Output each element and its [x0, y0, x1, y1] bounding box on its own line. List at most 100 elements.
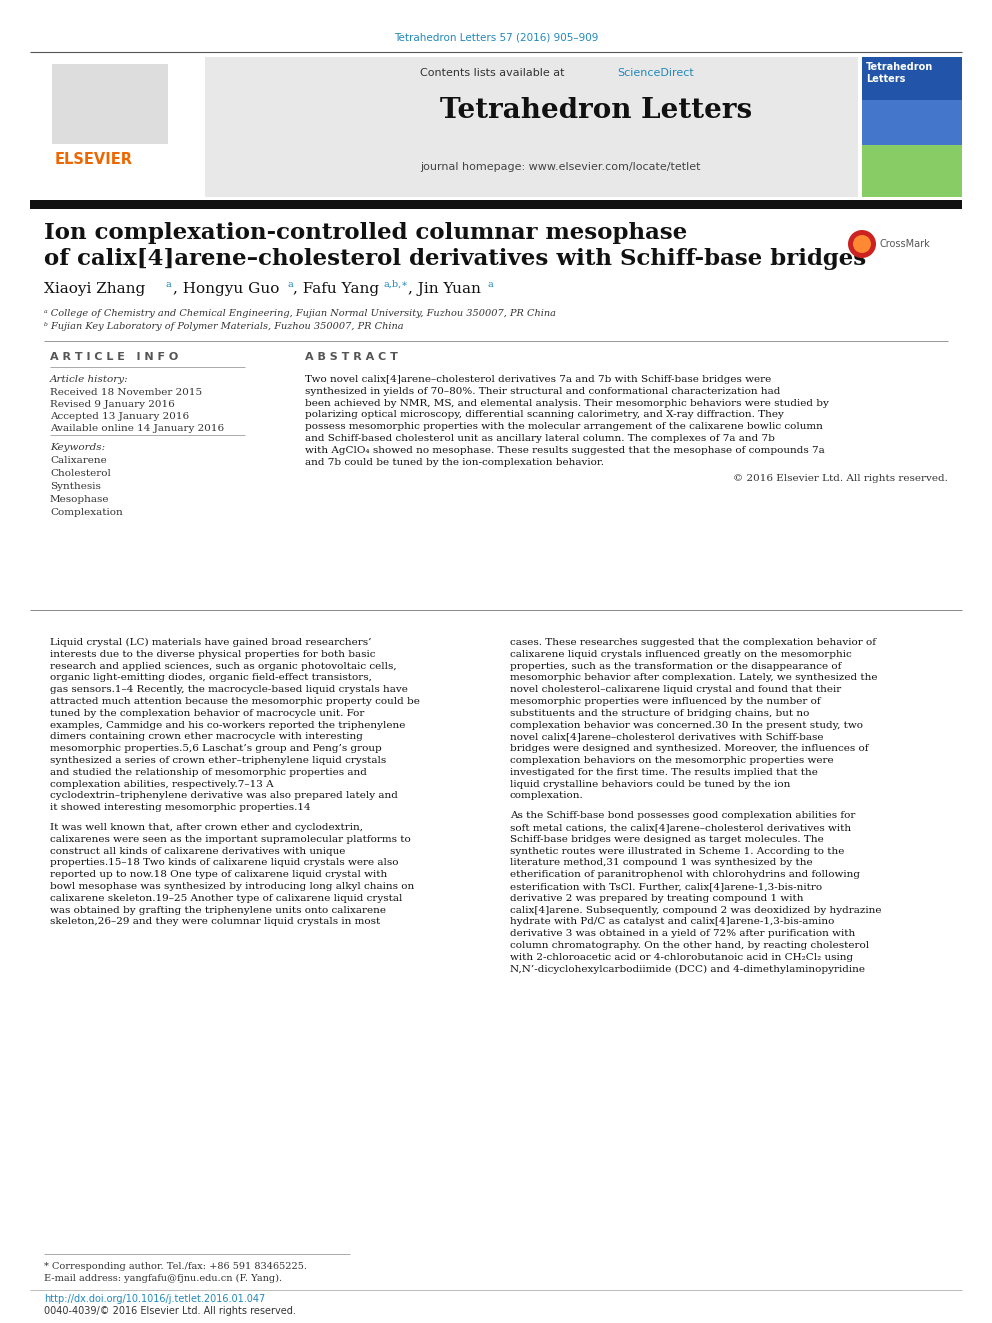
Text: Liquid crystal (LC) materials have gained broad researchers’: Liquid crystal (LC) materials have gaine… — [50, 638, 371, 647]
Text: ᵃ College of Chemistry and Chemical Engineering, Fujian Normal University, Fuzho: ᵃ College of Chemistry and Chemical Engi… — [44, 310, 556, 318]
Text: a: a — [166, 280, 172, 288]
Text: liquid crystalline behaviors could be tuned by the ion: liquid crystalline behaviors could be tu… — [510, 779, 791, 789]
Text: a: a — [487, 280, 493, 288]
Text: Mesophase: Mesophase — [50, 495, 109, 504]
Text: Received 18 November 2015: Received 18 November 2015 — [50, 388, 202, 397]
Text: A R T I C L E   I N F O: A R T I C L E I N F O — [50, 352, 179, 363]
Text: , Jin Yuan: , Jin Yuan — [408, 282, 481, 296]
Text: organic light-emitting diodes, organic field-effect transistors,: organic light-emitting diodes, organic f… — [50, 673, 372, 683]
Text: Complexation: Complexation — [50, 508, 123, 517]
Text: been achieved by NMR, MS, and elemental analysis. Their mesomorphic behaviors we: been achieved by NMR, MS, and elemental … — [305, 398, 829, 407]
Text: Accepted 13 January 2016: Accepted 13 January 2016 — [50, 411, 189, 421]
Text: Two novel calix[4]arene–cholesterol derivatives 7a and 7b with Schiff-base bridg: Two novel calix[4]arene–cholesterol deri… — [305, 374, 771, 384]
Text: mesomorphic behavior after complexation. Lately, we synthesized the: mesomorphic behavior after complexation.… — [510, 673, 878, 683]
Text: calixarenes were seen as the important supramolecular platforms to: calixarenes were seen as the important s… — [50, 835, 411, 844]
Bar — [30, 57, 202, 197]
Text: mesomorphic properties were influenced by the number of: mesomorphic properties were influenced b… — [510, 697, 820, 706]
Text: derivative 3 was obtained in a yield of 72% after purification with: derivative 3 was obtained in a yield of … — [510, 929, 855, 938]
Text: literature method,31 compound 1 was synthesized by the: literature method,31 compound 1 was synt… — [510, 859, 812, 868]
Text: etherification of paranitrophenol with chlorohydrins and following: etherification of paranitrophenol with c… — [510, 871, 860, 880]
Text: with AgClO₄ showed no mesophase. These results suggested that the mesophase of c: with AgClO₄ showed no mesophase. These r… — [305, 446, 824, 455]
Bar — [30, 200, 962, 209]
Text: Schiff-base bridges were designed as target molecules. The: Schiff-base bridges were designed as tar… — [510, 835, 823, 844]
Text: Available online 14 January 2016: Available online 14 January 2016 — [50, 423, 224, 433]
Text: Xiaoyi Zhang: Xiaoyi Zhang — [44, 282, 145, 296]
Text: CrossMark: CrossMark — [880, 239, 930, 249]
Circle shape — [853, 235, 871, 253]
Text: reported up to now.18 One type of calixarene liquid crystal with: reported up to now.18 One type of calixa… — [50, 871, 387, 880]
Text: research and applied sciences, such as organic photovoltaic cells,: research and applied sciences, such as o… — [50, 662, 397, 671]
Bar — [862, 57, 962, 197]
Text: and Schiff-based cholesterol unit as ancillary lateral column. The complexes of : and Schiff-based cholesterol unit as anc… — [305, 434, 775, 443]
Text: A B S T R A C T: A B S T R A C T — [305, 352, 398, 363]
Text: complexation behavior was concerned.30 In the present study, two: complexation behavior was concerned.30 I… — [510, 721, 863, 729]
Text: * Corresponding author. Tel./fax: +86 591 83465225.: * Corresponding author. Tel./fax: +86 59… — [44, 1262, 307, 1271]
Text: properties, such as the transformation or the disappearance of: properties, such as the transformation o… — [510, 662, 841, 671]
Text: Revised 9 January 2016: Revised 9 January 2016 — [50, 400, 175, 409]
Bar — [862, 146, 962, 197]
Text: skeleton,26–29 and they were columnar liquid crystals in most: skeleton,26–29 and they were columnar li… — [50, 917, 380, 926]
Text: journal homepage: www.elsevier.com/locate/tetlet: journal homepage: www.elsevier.com/locat… — [420, 161, 700, 172]
Circle shape — [848, 230, 876, 258]
Text: substituents and the structure of bridging chains, but no: substituents and the structure of bridgi… — [510, 709, 809, 718]
Text: and 7b could be tuned by the ion-complexation behavior.: and 7b could be tuned by the ion-complex… — [305, 458, 604, 467]
Text: Letters: Letters — [866, 74, 906, 83]
Text: Keywords:: Keywords: — [50, 443, 105, 452]
Text: Ion complexation-controlled columnar mesophase: Ion complexation-controlled columnar mes… — [44, 222, 687, 243]
Text: soft metal cations, the calix[4]arene–cholesterol derivatives with: soft metal cations, the calix[4]arene–ch… — [510, 823, 851, 832]
Text: Tetrahedron Letters: Tetrahedron Letters — [440, 97, 752, 124]
Text: novel calix[4]arene–cholesterol derivatives with Schiff-base: novel calix[4]arene–cholesterol derivati… — [510, 733, 823, 741]
Text: cyclodextrin–triphenylene derivative was also prepared lately and: cyclodextrin–triphenylene derivative was… — [50, 791, 398, 800]
Text: E-mail address: yangfafu@fjnu.edu.cn (F. Yang).: E-mail address: yangfafu@fjnu.edu.cn (F.… — [44, 1274, 282, 1283]
Text: Tetrahedron: Tetrahedron — [866, 62, 933, 71]
Text: was obtained by grafting the triphenylene units onto calixarene: was obtained by grafting the triphenylen… — [50, 906, 386, 914]
Text: a,b,∗: a,b,∗ — [383, 280, 408, 288]
Text: a: a — [287, 280, 293, 288]
Text: complexation abilities, respectively.7–13 A: complexation abilities, respectively.7–1… — [50, 779, 274, 789]
Text: column chromatography. On the other hand, by reacting cholesterol: column chromatography. On the other hand… — [510, 941, 869, 950]
Text: ELSEVIER: ELSEVIER — [55, 152, 133, 167]
Text: © 2016 Elsevier Ltd. All rights reserved.: © 2016 Elsevier Ltd. All rights reserved… — [733, 475, 948, 483]
Text: Tetrahedron Letters 57 (2016) 905–909: Tetrahedron Letters 57 (2016) 905–909 — [394, 33, 598, 44]
Text: ᵇ Fujian Key Laboratory of Polymer Materials, Fuzhou 350007, PR China: ᵇ Fujian Key Laboratory of Polymer Mater… — [44, 321, 404, 331]
Text: Contents lists available at: Contents lists available at — [420, 67, 568, 78]
Bar — [205, 57, 858, 197]
Text: esterification with TsCl. Further, calix[4]arene-1,3-bis-nitro: esterification with TsCl. Further, calix… — [510, 882, 822, 890]
Text: N,N’-dicyclohexylcarbodiimide (DCC) and 4-dimethylaminopyridine: N,N’-dicyclohexylcarbodiimide (DCC) and … — [510, 964, 865, 974]
Text: derivative 2 was prepared by treating compound 1 with: derivative 2 was prepared by treating co… — [510, 894, 804, 902]
Text: http://dx.doi.org/10.1016/j.tetlet.2016.01.047: http://dx.doi.org/10.1016/j.tetlet.2016.… — [44, 1294, 265, 1304]
Text: investigated for the first time. The results implied that the: investigated for the first time. The res… — [510, 767, 817, 777]
Text: tuned by the complexation behavior of macrocycle unit. For: tuned by the complexation behavior of ma… — [50, 709, 364, 718]
Text: gas sensors.1–4 Recently, the macrocycle-based liquid crystals have: gas sensors.1–4 Recently, the macrocycle… — [50, 685, 408, 695]
Text: synthesized a series of crown ether–triphenylene liquid crystals: synthesized a series of crown ether–trip… — [50, 755, 386, 765]
Text: interests due to the diverse physical properties for both basic: interests due to the diverse physical pr… — [50, 650, 376, 659]
Text: construct all kinds of calixarene derivatives with unique: construct all kinds of calixarene deriva… — [50, 847, 345, 856]
Text: complexation behaviors on the mesomorphic properties were: complexation behaviors on the mesomorphi… — [510, 755, 833, 765]
Text: Synthesis: Synthesis — [50, 482, 101, 491]
Text: polarizing optical microscopy, differential scanning calorimetry, and X-ray diff: polarizing optical microscopy, different… — [305, 410, 784, 419]
Text: Article history:: Article history: — [50, 374, 129, 384]
Text: and studied the relationship of mesomorphic properties and: and studied the relationship of mesomorp… — [50, 767, 367, 777]
Text: hydrate with Pd/C as catalyst and calix[4]arene-1,3-bis-amino: hydrate with Pd/C as catalyst and calix[… — [510, 917, 834, 926]
Text: examples, Cammidge and his co-workers reported the triphenylene: examples, Cammidge and his co-workers re… — [50, 721, 406, 729]
Text: with 2-chloroacetic acid or 4-chlorobutanoic acid in CH₂Cl₂ using: with 2-chloroacetic acid or 4-chlorobuta… — [510, 953, 853, 962]
Text: properties.15–18 Two kinds of calixarene liquid crystals were also: properties.15–18 Two kinds of calixarene… — [50, 859, 399, 868]
Text: As the Schiff-base bond possesses good complexation abilities for: As the Schiff-base bond possesses good c… — [510, 811, 855, 820]
Bar — [50, 62, 170, 157]
Text: it showed interesting mesomorphic properties.14: it showed interesting mesomorphic proper… — [50, 803, 310, 812]
Text: ScienceDirect: ScienceDirect — [617, 67, 693, 78]
Text: synthesized in yields of 70–80%. Their structural and conformational characteriz: synthesized in yields of 70–80%. Their s… — [305, 386, 781, 396]
Text: complexation.: complexation. — [510, 791, 583, 800]
Text: possess mesomorphic properties with the molecular arrangement of the calixarene : possess mesomorphic properties with the … — [305, 422, 823, 431]
Text: of calix[4]arene–cholesterol derivatives with Schiff-base bridges: of calix[4]arene–cholesterol derivatives… — [44, 247, 866, 270]
Text: synthetic routes were illustrated in Scheme 1. According to the: synthetic routes were illustrated in Sch… — [510, 847, 844, 856]
Text: Cholesterol: Cholesterol — [50, 468, 111, 478]
Text: Calixarene: Calixarene — [50, 456, 107, 464]
Text: mesomorphic properties.5,6 Laschat’s group and Peng’s group: mesomorphic properties.5,6 Laschat’s gro… — [50, 745, 382, 753]
Text: , Hongyu Guo: , Hongyu Guo — [173, 282, 280, 296]
Text: bowl mesophase was synthesized by introducing long alkyl chains on: bowl mesophase was synthesized by introd… — [50, 882, 415, 890]
Text: calix[4]arene. Subsequently, compound 2 was deoxidized by hydrazine: calix[4]arene. Subsequently, compound 2 … — [510, 906, 882, 914]
Text: calixarene skeleton.19–25 Another type of calixarene liquid crystal: calixarene skeleton.19–25 Another type o… — [50, 894, 403, 902]
Text: calixarene liquid crystals influenced greatly on the mesomorphic: calixarene liquid crystals influenced gr… — [510, 650, 852, 659]
Text: cases. These researches suggested that the complexation behavior of: cases. These researches suggested that t… — [510, 638, 876, 647]
